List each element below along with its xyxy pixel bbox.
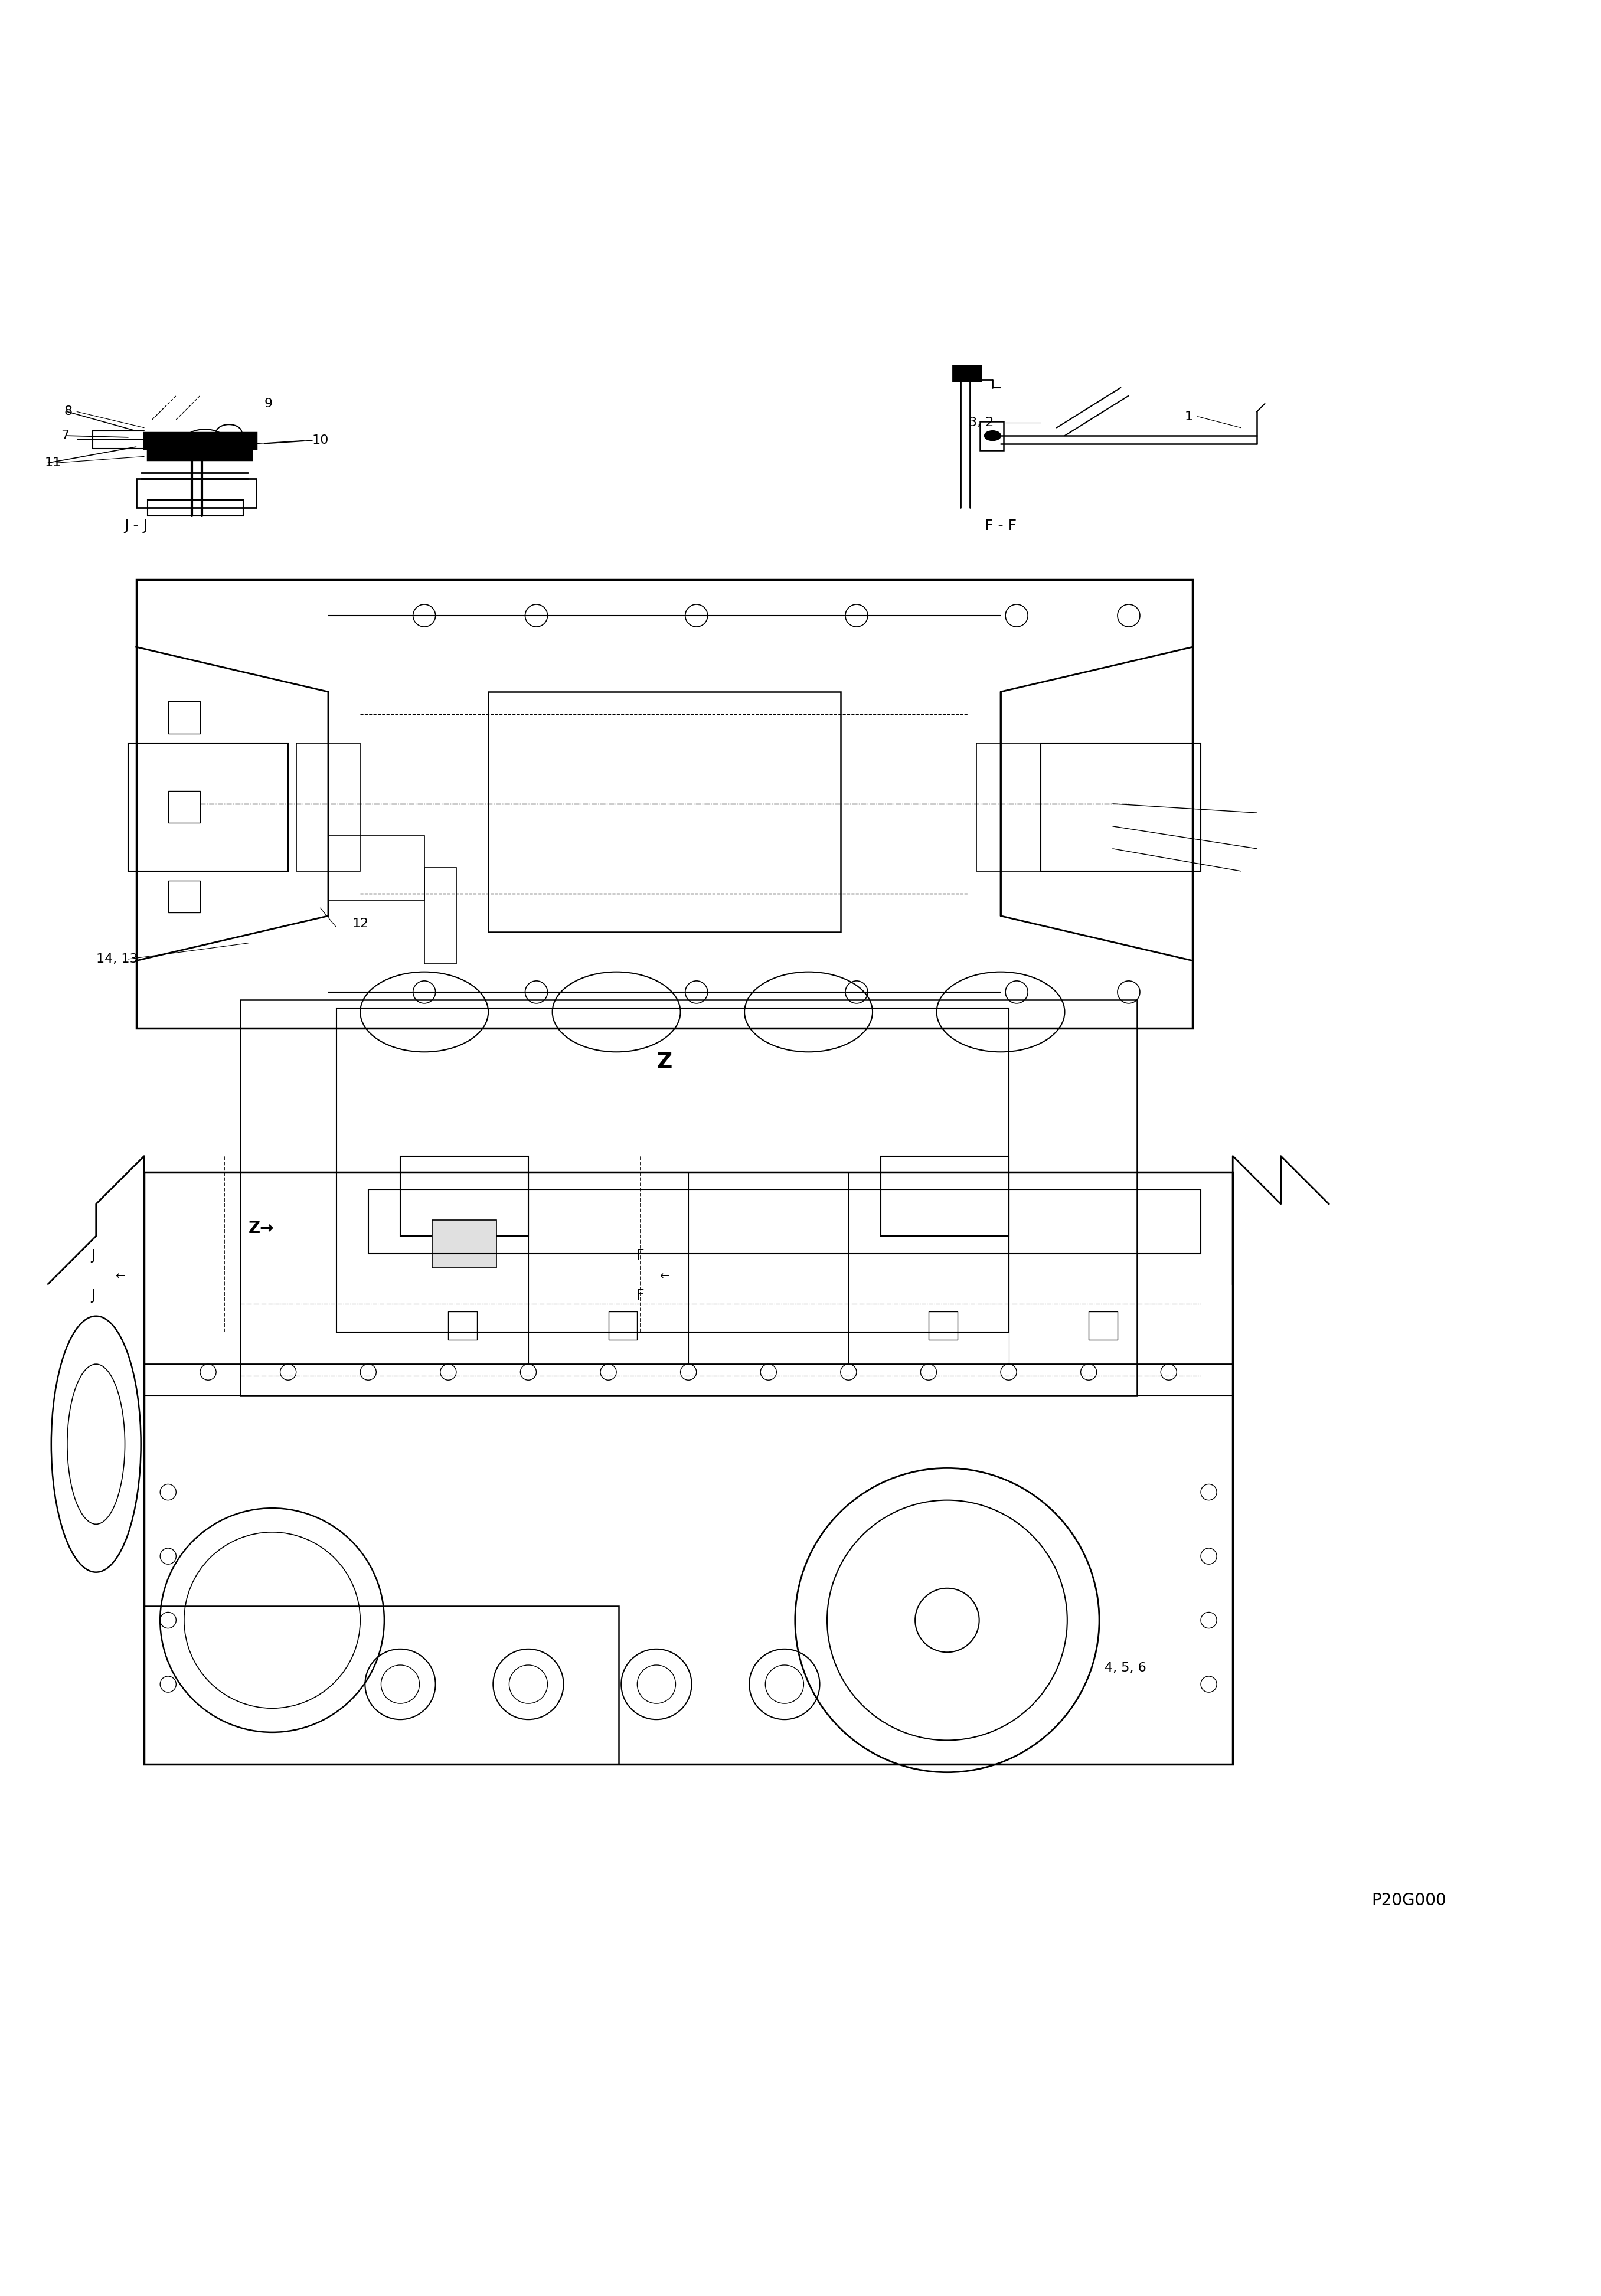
Bar: [168, 792, 200, 822]
Bar: [400, 1155, 528, 1235]
Text: J: J: [91, 1249, 94, 1263]
Bar: [980, 420, 1004, 450]
Bar: [168, 882, 200, 914]
Bar: [128, 744, 288, 870]
Bar: [168, 700, 200, 732]
Bar: [368, 1189, 1201, 1254]
Bar: [296, 744, 360, 870]
Ellipse shape: [985, 432, 1001, 441]
Bar: [1089, 1311, 1117, 1341]
Text: J: J: [91, 1288, 94, 1302]
Text: 4, 5, 6: 4, 5, 6: [1105, 1662, 1146, 1674]
Bar: [144, 1171, 1233, 1763]
Text: 14, 13: 14, 13: [96, 953, 138, 964]
Bar: [328, 836, 424, 900]
Text: F - F: F - F: [985, 519, 1017, 533]
Bar: [136, 581, 1193, 1029]
Text: P20G000: P20G000: [1372, 1892, 1446, 1908]
Text: ←: ←: [115, 1270, 125, 1281]
Bar: [424, 868, 456, 964]
Text: 7: 7: [61, 429, 69, 441]
Text: 11: 11: [45, 457, 61, 468]
Text: F: F: [636, 1249, 645, 1263]
Bar: [448, 1311, 477, 1341]
Bar: [608, 1311, 637, 1341]
Bar: [147, 501, 243, 517]
Bar: [881, 1155, 1009, 1235]
Text: Z: Z: [656, 1052, 672, 1072]
Bar: [144, 432, 256, 448]
Bar: [488, 691, 841, 932]
Bar: [136, 480, 256, 507]
Bar: [336, 1008, 1009, 1332]
Bar: [432, 1219, 496, 1267]
Text: 12: 12: [352, 918, 368, 930]
Text: ←: ←: [660, 1270, 669, 1281]
Text: Z→: Z→: [248, 1219, 274, 1235]
Text: 10: 10: [312, 434, 328, 445]
Bar: [1041, 744, 1201, 870]
Text: F: F: [636, 1288, 645, 1302]
Bar: [147, 448, 251, 459]
Bar: [953, 365, 981, 381]
Bar: [144, 1605, 618, 1763]
Text: 3, 2: 3, 2: [969, 418, 994, 429]
Text: 1: 1: [1185, 411, 1193, 422]
Text: J - J: J - J: [125, 519, 147, 533]
Bar: [929, 1311, 957, 1341]
Text: 9: 9: [264, 397, 272, 409]
Bar: [240, 1001, 1137, 1396]
Bar: [977, 744, 1041, 870]
Text: 8: 8: [64, 406, 72, 418]
